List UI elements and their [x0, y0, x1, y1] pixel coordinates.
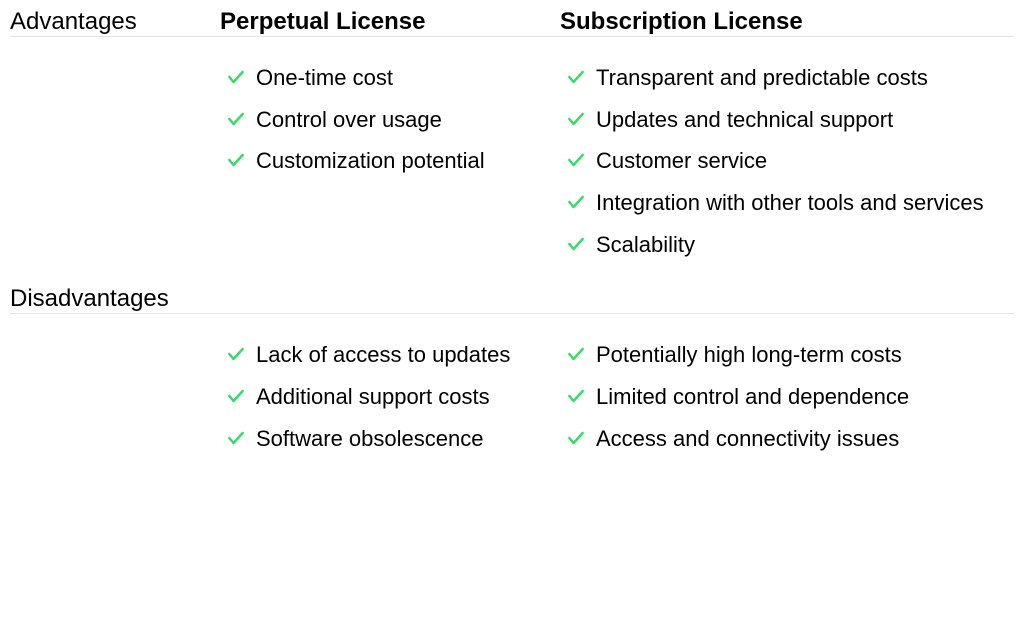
row-label-cell: Advantages [10, 8, 220, 36]
advantages-perpetual-list: One-time cost Control over usage Customiza… [226, 57, 548, 182]
disadvantages-subscription-list: Potentially high long-term costs Limited … [566, 334, 1002, 459]
list-item-text: Software obsolescence [256, 424, 483, 454]
list-item-text: Control over usage [256, 105, 442, 135]
advantages-subscription-list: Transparent and predictable costs Updates… [566, 57, 1002, 265]
row-label-cell: Disadvantages [10, 285, 220, 313]
advantages-subscription-cell: Transparent and predictable costs Updates… [560, 37, 1014, 285]
list-item: One-time cost [226, 57, 548, 99]
list-item: Scalability [566, 224, 1002, 266]
check-icon [566, 67, 586, 87]
list-item-text: Updates and technical support [596, 105, 893, 135]
list-item-text: Customization potential [256, 146, 485, 176]
comparison-table: Advantages Perpetual License Subscriptio… [10, 8, 1014, 480]
list-item-text: One-time cost [256, 63, 393, 93]
check-icon [226, 386, 246, 406]
list-item-text: Potentially high long-term costs [596, 340, 902, 370]
list-item-text: Lack of access to updates [256, 340, 510, 370]
list-item: Customization potential [226, 140, 548, 182]
check-icon [226, 344, 246, 364]
column-header-subscription: Subscription License [560, 8, 1014, 36]
empty-cell [10, 314, 220, 479]
check-icon [566, 234, 586, 254]
disadvantages-subscription-cell: Potentially high long-term costs Limited … [560, 314, 1014, 479]
disadvantages-perpetual-list: Lack of access to updates Additional supp… [226, 334, 548, 459]
list-item: Limited control and dependence [566, 376, 1002, 418]
list-item: Control over usage [226, 99, 548, 141]
check-icon [226, 67, 246, 87]
empty-cell [10, 37, 220, 285]
column-header-perpetual: Perpetual License [220, 8, 560, 36]
list-item-text: Additional support costs [256, 382, 490, 412]
check-icon [566, 344, 586, 364]
list-item-text: Integration with other tools and service… [596, 188, 984, 218]
list-item-text: Customer service [596, 146, 767, 176]
empty-cell [220, 285, 560, 313]
list-item: Customer service [566, 140, 1002, 182]
list-item: Integration with other tools and service… [566, 182, 1002, 224]
list-item: Updates and technical support [566, 99, 1002, 141]
check-icon [566, 192, 586, 212]
check-icon [226, 428, 246, 448]
column-header-subscription-cell: Subscription License [560, 8, 1014, 36]
list-item-text: Transparent and predictable costs [596, 63, 928, 93]
check-icon [566, 150, 586, 170]
column-header-perpetual-cell: Perpetual License [220, 8, 560, 36]
list-item: Potentially high long-term costs [566, 334, 1002, 376]
section-label-advantages: Advantages [10, 8, 220, 36]
disadvantages-perpetual-cell: Lack of access to updates Additional supp… [220, 314, 560, 479]
advantages-perpetual-cell: One-time cost Control over usage Customiza… [220, 37, 560, 285]
check-icon [226, 109, 246, 129]
list-item: Access and connectivity issues [566, 418, 1002, 460]
check-icon [566, 386, 586, 406]
check-icon [226, 150, 246, 170]
empty-cell [560, 285, 1014, 313]
list-item-text: Scalability [596, 230, 695, 260]
list-item: Lack of access to updates [226, 334, 548, 376]
list-item: Additional support costs [226, 376, 548, 418]
list-item: Software obsolescence [226, 418, 548, 460]
list-item: Transparent and predictable costs [566, 57, 1002, 99]
check-icon [566, 428, 586, 448]
list-item-text: Access and connectivity issues [596, 424, 899, 454]
section-label-disadvantages: Disadvantages [10, 285, 220, 313]
check-icon [566, 109, 586, 129]
list-item-text: Limited control and dependence [596, 382, 909, 412]
